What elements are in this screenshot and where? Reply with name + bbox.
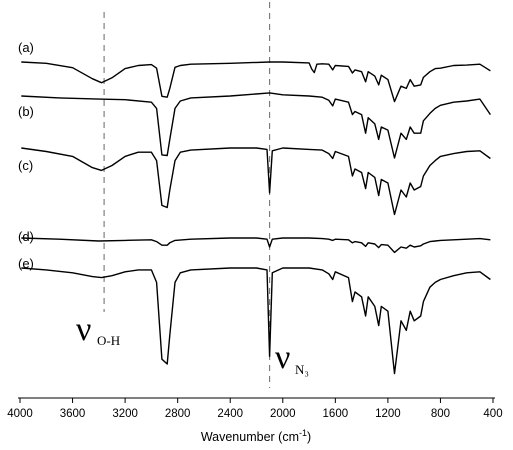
series-line <box>21 147 491 216</box>
x-axis-title: Wavenumber (cm-1) <box>201 428 311 444</box>
x-tick-label: 800 <box>431 408 450 420</box>
annotation-oh: ν O-H <box>76 311 120 348</box>
x-tick-label: 2800 <box>165 408 191 420</box>
annotation-oh-subscript: O-H <box>97 333 120 348</box>
x-tick-label: 3200 <box>112 408 138 420</box>
x-axis-ticks: 4000 3600 3200 2800 2400 2000 1600 1200 800 400 <box>7 398 503 420</box>
x-tick-label: 2000 <box>270 408 296 420</box>
x-tick-label: 1200 <box>375 408 401 420</box>
x-axis: 4000 3600 3200 2800 2400 2000 1600 1200 800 400 W… <box>7 397 503 444</box>
series-labels: (a) (b) (c) (d) (e) <box>18 40 34 271</box>
x-tick-label: 400 <box>483 408 502 420</box>
series-label: (e) <box>18 256 34 271</box>
series-line <box>21 267 491 375</box>
series-line <box>21 92 491 159</box>
x-tick-label: 1600 <box>323 408 349 420</box>
series-line <box>21 61 491 103</box>
series-label: (a) <box>18 40 34 55</box>
series-label: (d) <box>18 229 34 244</box>
annotation-n3-symbol: ν <box>275 339 290 376</box>
series-line <box>21 237 491 254</box>
x-tick-label: 2400 <box>217 408 243 420</box>
reference-lines <box>103 2 271 388</box>
series-label: (b) <box>18 104 34 119</box>
series-label: (c) <box>18 158 33 173</box>
annotation-oh-symbol: ν <box>76 311 91 348</box>
x-tick-label: 3600 <box>60 408 86 420</box>
plot-lines <box>21 61 491 375</box>
annotation-n3: ν N₃ <box>275 339 309 377</box>
x-tick-label: 4000 <box>7 408 33 420</box>
annotation-n3-subscript: N₃ <box>295 362 309 377</box>
